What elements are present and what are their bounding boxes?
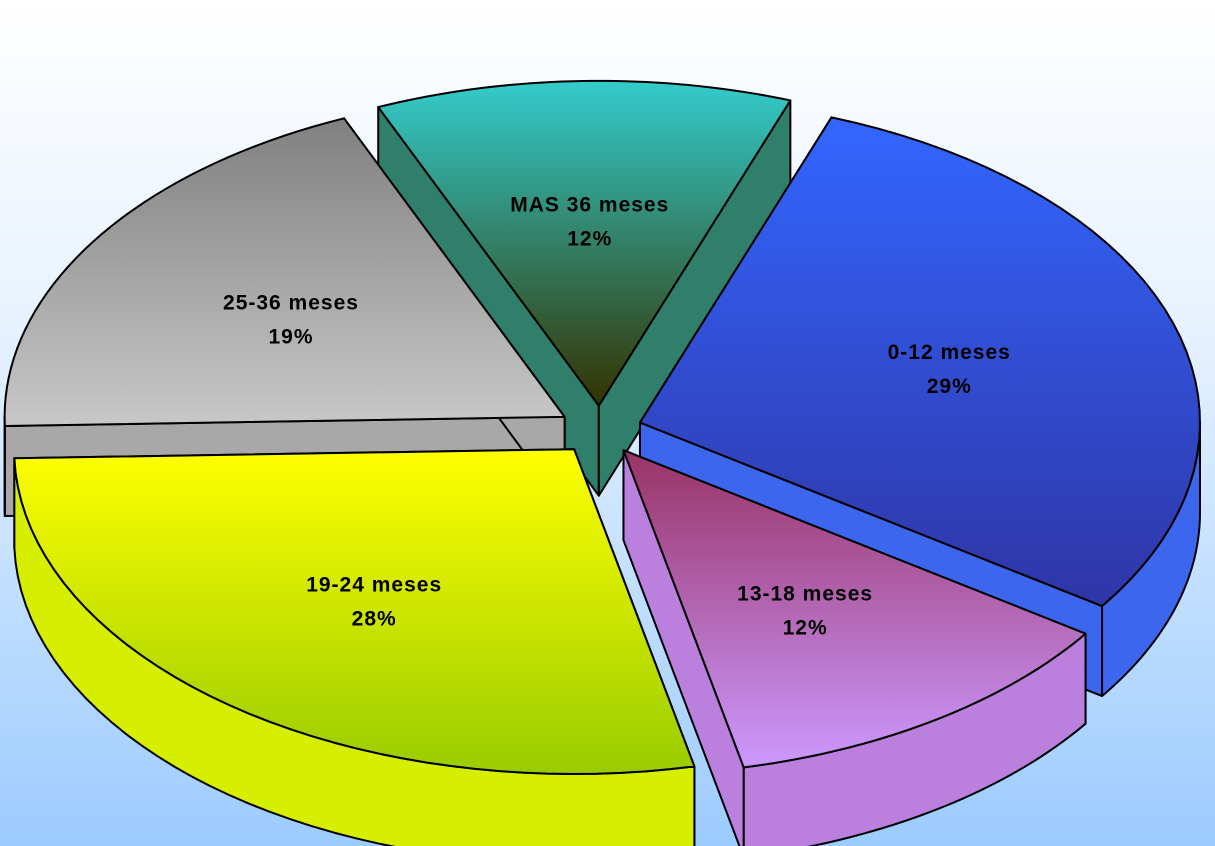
slice-percent-label: 12% xyxy=(783,616,828,639)
slice-category-label: 0-12 meses xyxy=(888,341,1011,364)
slice-category-label: MAS 36 meses xyxy=(510,193,669,216)
slice-category-label: 25-36 meses xyxy=(223,291,359,314)
slice-category-label: 13-18 meses xyxy=(737,582,873,605)
slice-top-face xyxy=(638,116,1201,608)
slice-percent-label: 12% xyxy=(567,227,612,250)
slice-13-18-meses xyxy=(622,449,1087,846)
slice-percent-label: 28% xyxy=(352,608,397,631)
slice-top-face xyxy=(13,448,696,775)
slice-top-face xyxy=(3,117,566,427)
slice-category-label: 19-24 meses xyxy=(306,574,442,597)
slice-percent-label: 29% xyxy=(927,375,972,398)
slice-top-face xyxy=(377,79,792,407)
slice-percent-label: 19% xyxy=(268,325,313,348)
slice-19-24-meses xyxy=(13,448,696,846)
slice-top-face xyxy=(622,449,1087,769)
